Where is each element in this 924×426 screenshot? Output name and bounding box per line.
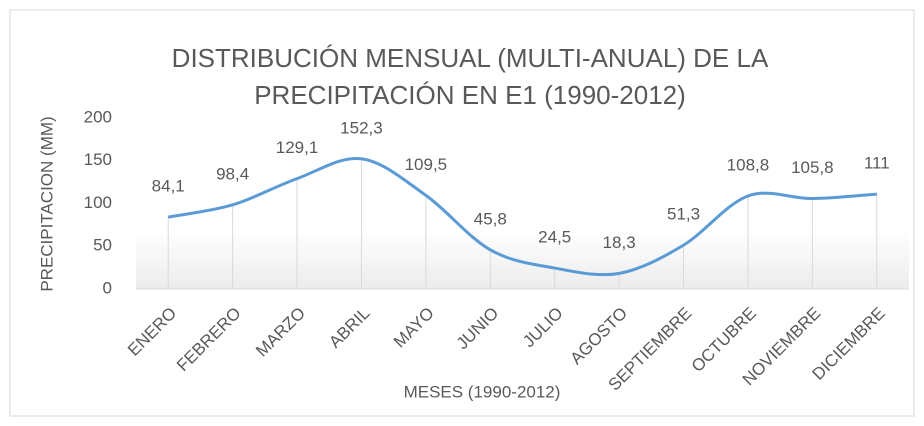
y-tick-label: 0	[103, 278, 112, 297]
data-label: 18,3	[603, 233, 636, 252]
chart-title: DISTRIBUCIÓN MENSUAL (MULTI-ANUAL) DE LA…	[171, 43, 769, 110]
plot-shading	[136, 230, 909, 289]
y-tick-label: 100	[84, 193, 112, 212]
data-label: 152,3	[340, 118, 383, 137]
data-label: 98,4	[216, 164, 249, 183]
data-label: 105,8	[791, 158, 834, 177]
y-tick-label: 150	[84, 150, 112, 169]
y-axis-label: PRECIPITACION (MM)	[37, 116, 56, 291]
data-line	[167, 156, 877, 277]
y-tick-label: 200	[84, 107, 112, 126]
data-label: 111	[864, 154, 890, 173]
data-label: 51,3	[667, 205, 700, 224]
chart-border	[9, 9, 915, 417]
data-label: 84,1	[152, 177, 185, 196]
data-label: 108,8	[727, 155, 770, 174]
data-label: 129,1	[276, 138, 319, 157]
x-axis-label: MESES (1990-2012)	[404, 382, 561, 401]
data-label: 109,5	[405, 155, 448, 174]
data-label: 24,5	[538, 228, 571, 247]
y-tick-label: 50	[93, 236, 112, 255]
data-label: 45,8	[474, 209, 507, 228]
